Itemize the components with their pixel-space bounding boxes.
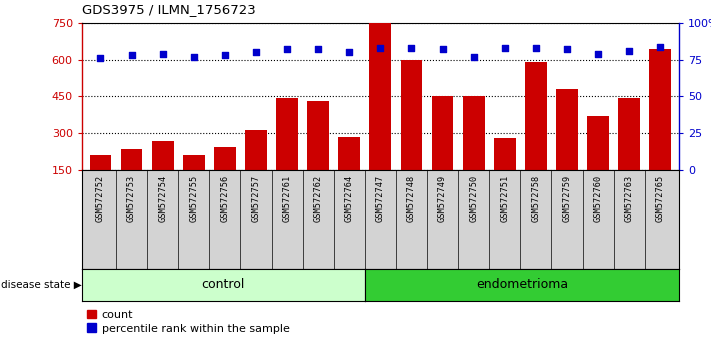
Bar — [121, 149, 142, 207]
Text: control: control — [201, 279, 245, 291]
Text: GSM572754: GSM572754 — [158, 175, 167, 222]
Text: GSM572756: GSM572756 — [220, 175, 230, 222]
Text: GSM572749: GSM572749 — [438, 175, 447, 222]
Point — [592, 51, 604, 57]
Text: GSM572761: GSM572761 — [282, 175, 292, 222]
Point — [499, 45, 510, 51]
Bar — [400, 60, 422, 207]
Text: GSM572755: GSM572755 — [189, 175, 198, 222]
Bar — [151, 141, 173, 207]
Text: GSM572752: GSM572752 — [96, 175, 105, 222]
Text: GSM572759: GSM572759 — [562, 175, 572, 222]
Point — [437, 47, 448, 52]
Text: endometrioma: endometrioma — [476, 279, 568, 291]
Point — [126, 52, 137, 58]
Bar — [90, 155, 112, 207]
Point — [219, 52, 230, 58]
Bar — [649, 49, 671, 207]
Text: GSM572747: GSM572747 — [376, 175, 385, 222]
Text: GSM572760: GSM572760 — [594, 175, 603, 222]
Bar — [494, 138, 515, 207]
Legend: count, percentile rank within the sample: count, percentile rank within the sample — [87, 310, 289, 333]
Bar — [556, 89, 578, 207]
Bar — [432, 96, 454, 207]
Text: GDS3975 / ILMN_1756723: GDS3975 / ILMN_1756723 — [82, 3, 255, 16]
Point — [530, 45, 542, 51]
Text: GSM572765: GSM572765 — [656, 175, 665, 222]
Bar — [245, 130, 267, 207]
Bar — [214, 147, 236, 207]
Text: GSM572758: GSM572758 — [531, 175, 540, 222]
Bar — [276, 98, 298, 207]
Text: GSM572753: GSM572753 — [127, 175, 136, 222]
Point — [313, 47, 324, 52]
Bar — [370, 23, 391, 207]
Point — [282, 47, 293, 52]
Bar — [307, 101, 329, 207]
Text: GSM572748: GSM572748 — [407, 175, 416, 222]
Point — [624, 48, 635, 54]
Bar — [183, 155, 205, 207]
Text: GSM572763: GSM572763 — [625, 175, 634, 222]
Text: GSM572764: GSM572764 — [345, 175, 354, 222]
Bar — [525, 62, 547, 207]
Bar — [463, 96, 485, 207]
Point — [188, 54, 199, 59]
Point — [95, 56, 106, 61]
Text: GSM572751: GSM572751 — [501, 175, 509, 222]
Text: GSM572757: GSM572757 — [252, 175, 260, 222]
Bar — [587, 116, 609, 207]
Point — [375, 45, 386, 51]
Text: GSM572750: GSM572750 — [469, 175, 479, 222]
Point — [250, 50, 262, 55]
Bar — [619, 98, 640, 207]
Point — [468, 54, 479, 59]
Bar — [338, 137, 360, 207]
Point — [343, 50, 355, 55]
Text: GSM572762: GSM572762 — [314, 175, 323, 222]
Point — [562, 47, 573, 52]
Point — [655, 44, 666, 49]
Point — [157, 51, 169, 57]
Text: disease state ▶: disease state ▶ — [1, 280, 82, 290]
Point — [406, 45, 417, 51]
